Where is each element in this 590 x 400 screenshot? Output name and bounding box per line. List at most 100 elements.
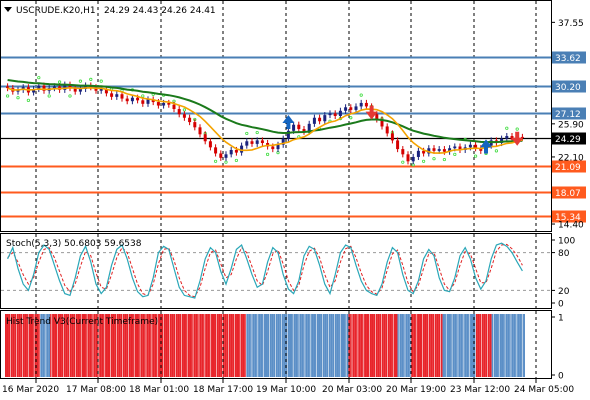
trend-bar xyxy=(381,314,384,377)
trend-bars xyxy=(5,314,525,377)
trend-bar xyxy=(477,314,480,377)
trend-bar xyxy=(354,314,357,377)
trend-bar xyxy=(193,314,196,377)
trend-bar xyxy=(315,314,317,377)
trend-bar xyxy=(20,314,23,377)
price-tick-label: 22.10 xyxy=(558,153,584,163)
trend-bar xyxy=(12,314,15,377)
trend-bar xyxy=(142,314,145,377)
candle-body xyxy=(354,106,358,110)
ohlc-values: 24.29 24.43 24.26 24.41 xyxy=(104,6,216,16)
envelope-dot xyxy=(78,79,83,83)
trend-bar xyxy=(56,314,58,377)
trend-bar xyxy=(324,314,327,377)
trend-bar xyxy=(317,314,319,377)
trend-bar xyxy=(103,314,105,377)
trend-bar xyxy=(32,314,34,377)
trend-bar xyxy=(368,314,370,377)
envelope-dot xyxy=(234,158,238,163)
trend-bar xyxy=(128,314,131,377)
trend-bar xyxy=(352,314,355,377)
trend-bar xyxy=(18,314,21,377)
envelope-dot xyxy=(47,94,51,98)
candle-body xyxy=(104,88,108,94)
trend-bar xyxy=(311,314,314,377)
trend-bar xyxy=(77,314,80,377)
envelope-dot xyxy=(224,160,228,164)
envelope-dot xyxy=(505,126,509,130)
candle-body xyxy=(260,140,264,144)
price-axis[interactable]: 33.62 30.20 27.12 24.29 21.09 18.07 15.34 37.55… xyxy=(551,19,586,231)
trend-bar xyxy=(350,314,352,377)
candle-body xyxy=(359,102,363,107)
trend-bar xyxy=(358,314,361,377)
envelope-dot xyxy=(214,159,218,163)
level-price-label: 18.07 xyxy=(555,189,581,199)
envelope-dot xyxy=(5,94,10,98)
trend-bar xyxy=(362,314,364,377)
level-price-tag xyxy=(552,160,586,173)
envelope-dot xyxy=(359,93,363,97)
candle-body xyxy=(349,107,353,110)
time-tick-label: 16 Mar 2020 xyxy=(2,385,59,395)
trend-bar xyxy=(320,314,323,377)
price-panel[interactable]: USCRUDE.K20,H1 24.29 24.43 24.26 24.41 xyxy=(0,0,552,232)
candle-body xyxy=(442,149,446,152)
trend-bar xyxy=(171,314,174,377)
trend-bar xyxy=(199,314,202,377)
trend-bar xyxy=(462,314,464,377)
trend-bar xyxy=(110,314,113,377)
trend-bar xyxy=(452,314,455,377)
envelope-dot xyxy=(68,94,72,98)
trend-bar xyxy=(248,314,251,377)
trend-bar xyxy=(252,314,255,377)
trend-bar xyxy=(291,314,293,377)
trend-bar xyxy=(197,314,199,377)
time-tick-label: 20 Mar 19:00 xyxy=(386,385,446,395)
candle-body xyxy=(292,124,296,131)
trend-bar xyxy=(479,314,482,377)
trend-bar xyxy=(430,314,433,377)
trend-bar xyxy=(313,314,316,377)
trend-bar xyxy=(26,314,28,377)
candle-body xyxy=(396,140,400,150)
envelope-dot xyxy=(141,94,145,98)
trend-bar xyxy=(140,314,143,377)
trend-bar xyxy=(436,314,439,377)
trend-bar xyxy=(265,314,268,377)
triangle-down-icon[interactable] xyxy=(4,7,12,12)
trend-bar xyxy=(489,314,492,377)
trend-bar xyxy=(273,314,276,377)
trend-bar xyxy=(230,314,233,377)
trend-bar xyxy=(279,314,282,377)
symbol-title: USCRUDE.K20,H1 xyxy=(16,6,96,16)
trend-bar xyxy=(389,314,392,377)
trend-bar xyxy=(165,314,168,377)
trend-bar xyxy=(332,314,335,377)
trend-bar xyxy=(203,314,205,377)
trend-bar xyxy=(87,314,90,377)
envelope-dot xyxy=(26,98,30,102)
trend-histogram-panel[interactable]: Hist Trend V3(Current Timeframe) xyxy=(0,310,552,379)
time-axis: 16 Mar 2020 17 Mar 08:00 18 Mar 01:00 18 Ma… xyxy=(2,379,574,395)
trend-grid xyxy=(35,311,537,378)
trend-bar xyxy=(262,314,264,377)
candle-body xyxy=(323,115,327,122)
trend-bar xyxy=(109,314,111,377)
trend-bar xyxy=(24,314,27,377)
trend-bar xyxy=(464,314,467,377)
level-price-tag xyxy=(552,186,586,199)
candle-body xyxy=(16,89,20,92)
trend-bar xyxy=(264,314,266,377)
trend-bar xyxy=(287,314,290,377)
trend-bar xyxy=(191,314,193,377)
trend-bar xyxy=(444,314,446,377)
trend-bar xyxy=(234,314,237,377)
trend-bar xyxy=(57,314,60,377)
trend-bar xyxy=(409,314,411,377)
trend-bar xyxy=(187,314,190,377)
trend-bar xyxy=(299,314,302,377)
stochastic-panel[interactable]: Stoch(5,3,3) 50.6803 59.6538 xyxy=(0,233,552,309)
trend-bar xyxy=(377,314,380,377)
